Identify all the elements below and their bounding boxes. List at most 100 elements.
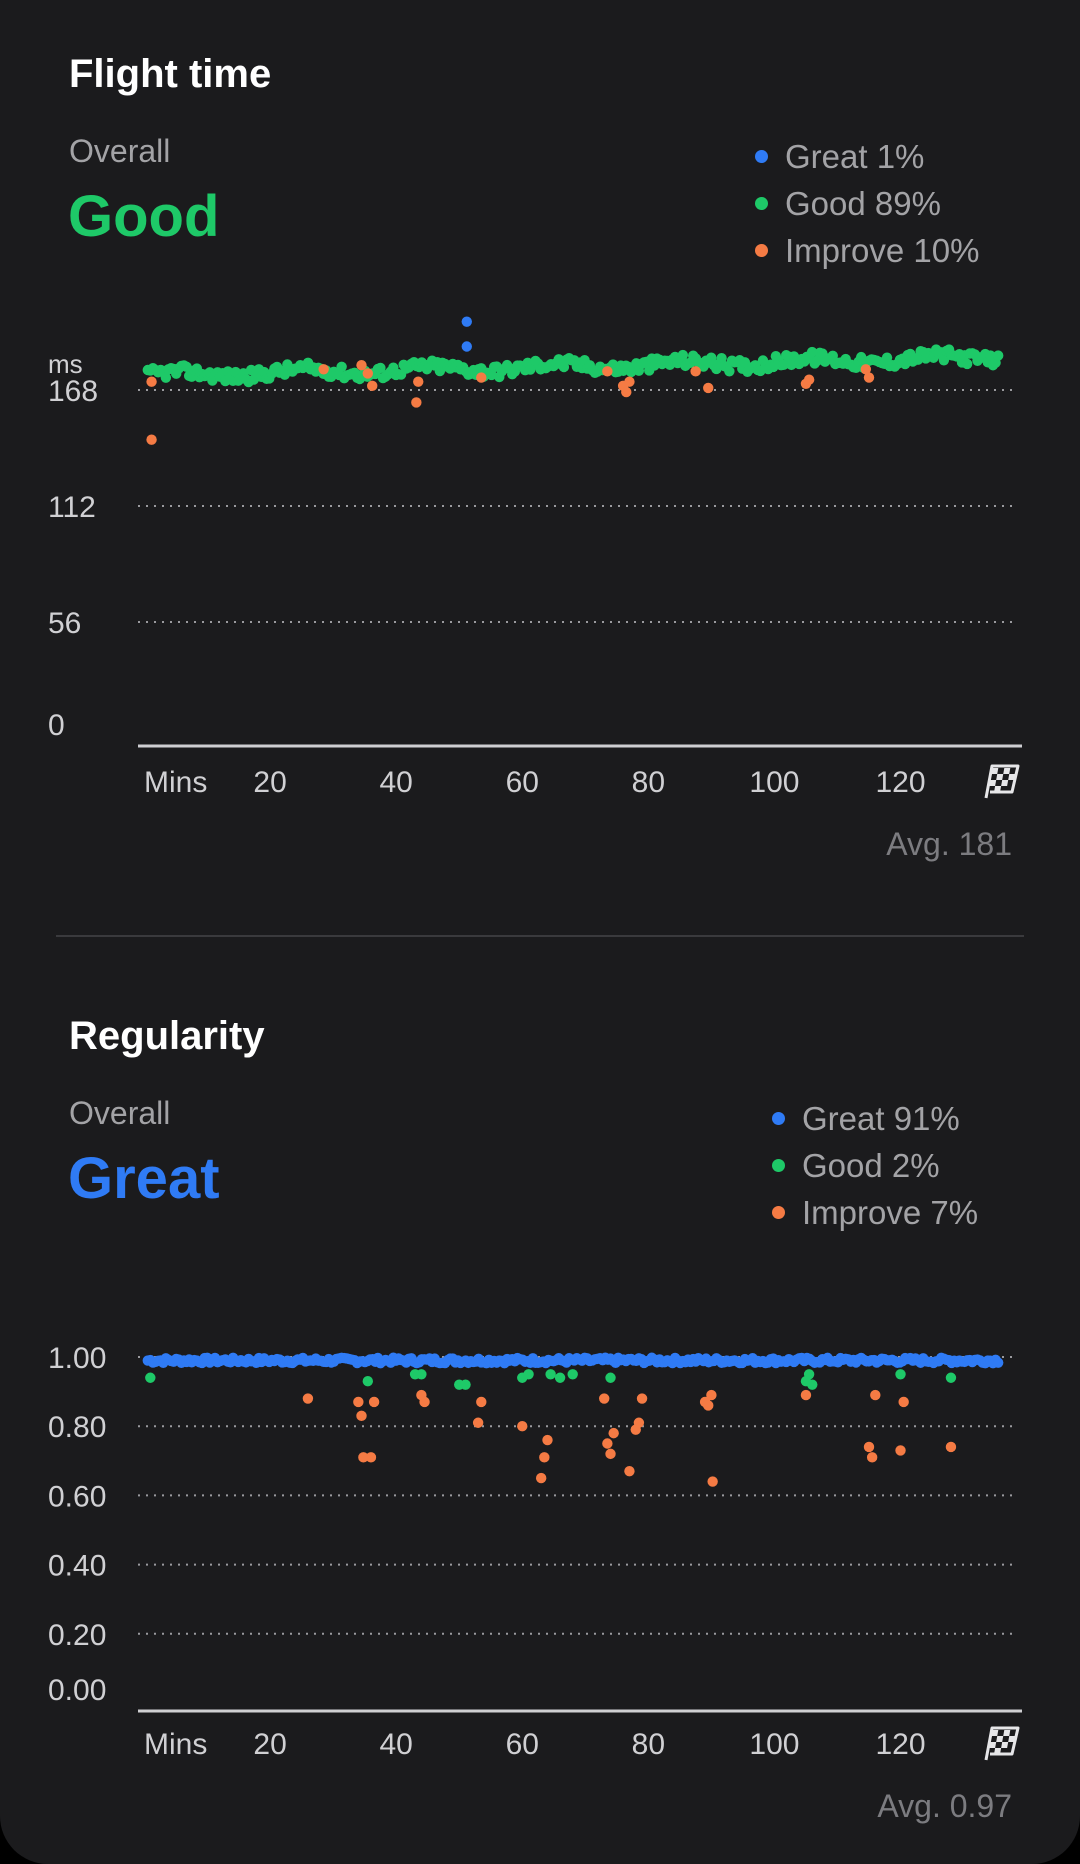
y-tick-label: 112 — [48, 491, 96, 524]
data-point-improve — [866, 1452, 878, 1463]
legend-dot-improve — [772, 1206, 785, 1219]
data-point-good — [945, 1372, 957, 1383]
data-point-good — [523, 1369, 534, 1380]
data-point-improve — [367, 380, 378, 392]
data-point-improve — [368, 1396, 380, 1408]
data-point-good — [778, 359, 789, 370]
x-tick-label: 40 — [379, 766, 412, 799]
data-point-improve — [602, 366, 613, 377]
data-point-good — [827, 350, 838, 362]
data-point-improve — [362, 368, 374, 379]
legend-dot-great — [755, 150, 768, 163]
data-point-good — [912, 354, 924, 365]
data-point-improve — [365, 1452, 377, 1463]
checkered-flag-icon — [984, 1726, 1020, 1761]
data-point-good — [895, 1369, 906, 1380]
data-point-improve — [411, 397, 422, 408]
data-point-good — [803, 1369, 815, 1380]
data-point-good — [460, 1379, 471, 1390]
data-point-good — [881, 352, 893, 363]
x-tick-label: 100 — [749, 766, 799, 799]
y-tick-label: 0.20 — [48, 1619, 106, 1652]
data-point-improve — [800, 1389, 812, 1401]
data-point-improve — [633, 1417, 645, 1428]
legend-label: Great 91% — [802, 1100, 960, 1137]
data-point-good — [145, 1372, 156, 1383]
data-point-improve — [636, 1393, 648, 1404]
y-tick-label: 1.00 — [48, 1342, 106, 1375]
data-point-improve — [605, 1448, 616, 1460]
data-point-great — [992, 1357, 1004, 1368]
data-point-good — [160, 372, 172, 383]
data-point-good — [545, 1369, 556, 1380]
data-point-improve — [898, 1396, 909, 1408]
data-point-improve — [539, 1452, 550, 1463]
data-point-improve — [535, 1472, 547, 1484]
data-point-improve — [472, 1417, 484, 1428]
legend-label: Good 89% — [785, 185, 941, 222]
x-tick-label: 60 — [506, 1728, 539, 1761]
y-axis-unit-label: ms — [48, 349, 83, 379]
data-point-great — [461, 316, 472, 327]
x-axis-label: Mins — [144, 1728, 207, 1761]
data-point-improve — [599, 1393, 610, 1404]
x-tick-label: 120 — [875, 1728, 925, 1761]
data-point-good — [938, 355, 950, 366]
data-point-good — [362, 1376, 374, 1387]
data-point-good — [724, 366, 735, 377]
flight-time-section: Flight time Overall Good Great 1% Good 8… — [48, 52, 1022, 862]
data-point-improve — [945, 1441, 957, 1453]
data-point-improve — [356, 359, 367, 371]
data-point-improve — [146, 376, 157, 387]
overall-label: Overall — [69, 133, 171, 169]
data-point-improve — [356, 1410, 367, 1422]
data-point-good — [807, 1379, 818, 1390]
data-point-good — [434, 365, 446, 377]
y-tick-label: 56 — [48, 607, 81, 640]
data-point-good — [375, 362, 386, 374]
data-point-good — [567, 1369, 578, 1380]
legend-dot-good — [755, 197, 768, 210]
section-title: Regularity — [69, 1014, 265, 1058]
data-point-improve — [358, 1452, 369, 1463]
legend-dot-great — [772, 1112, 785, 1125]
data-point-improve — [803, 374, 815, 385]
data-point-improve — [413, 376, 424, 387]
data-point-improve — [707, 1476, 718, 1487]
overall-value: Good — [68, 184, 220, 249]
data-point-improve — [476, 372, 487, 383]
data-point-good — [806, 346, 818, 358]
data-point-good — [336, 361, 347, 372]
x-tick-label: 20 — [253, 1728, 286, 1761]
data-point-improve — [870, 1389, 881, 1401]
data-point-improve — [863, 372, 875, 383]
data-point-good — [416, 1369, 427, 1380]
data-point-improve — [895, 1445, 906, 1456]
data-point-improve — [860, 364, 872, 375]
x-tick-label: 60 — [506, 766, 539, 799]
data-point-improve — [608, 1427, 619, 1439]
data-point-great — [461, 341, 472, 352]
x-tick-label: 40 — [379, 1728, 412, 1761]
legend-label: Improve 10% — [785, 232, 980, 269]
regularity-chart: 1.00 0.80 0.60 0.40 0.20 0.00 Mins 20 40 60 80 100 1… — [48, 1342, 1022, 1761]
legend-dot-improve — [755, 244, 768, 257]
x-tick-label: 100 — [749, 1728, 799, 1761]
data-point-improve — [863, 1441, 875, 1453]
data-point-improve — [146, 434, 157, 445]
x-tick-label: 80 — [632, 1728, 665, 1761]
x-tick-label: 20 — [253, 766, 286, 799]
data-point-good — [605, 1372, 616, 1383]
legend-label: Improve 7% — [802, 1194, 979, 1231]
data-point-good — [985, 350, 996, 361]
data-point-improve — [318, 364, 329, 375]
data-point-improve — [624, 376, 635, 387]
data-point-improve — [476, 1396, 487, 1408]
data-point-improve — [703, 1400, 714, 1411]
data-point-good — [677, 349, 689, 361]
data-point-improve — [419, 1396, 430, 1408]
data-point-improve — [624, 1465, 635, 1477]
x-tick-label: 120 — [875, 766, 925, 799]
